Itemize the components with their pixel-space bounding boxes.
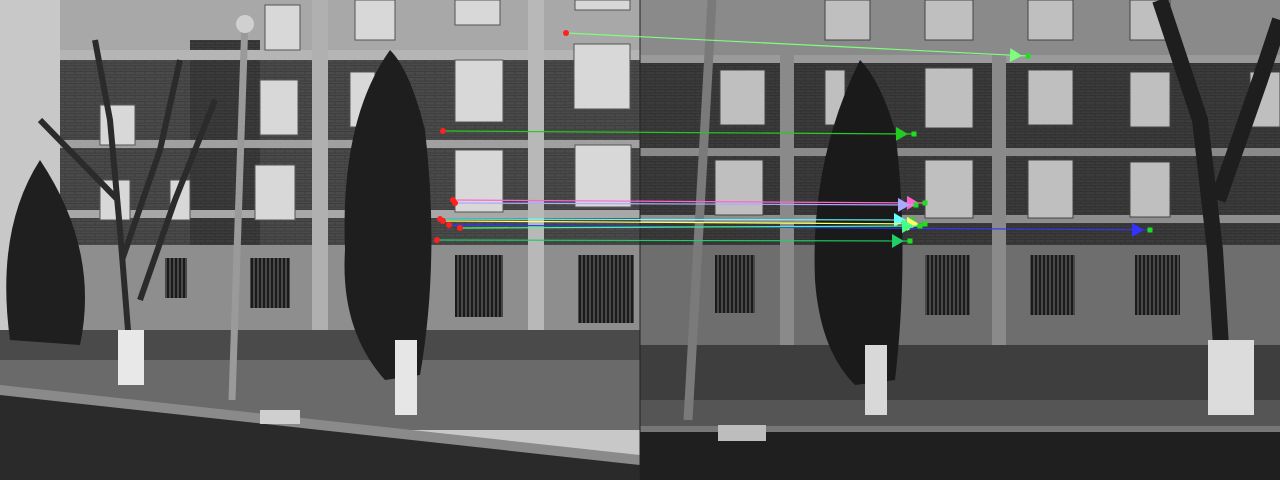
left-keypoint (446, 222, 452, 228)
left-photo (0, 0, 640, 480)
tree-left (37, 39, 218, 385)
left-keypoint (440, 128, 446, 134)
match-arrowhead (897, 197, 911, 212)
match-line (442, 220, 926, 225)
keypoint-matches (434, 30, 1153, 248)
lamp-post-right (683, 0, 717, 421)
right-photo (640, 0, 1280, 480)
left-keypoint (440, 218, 446, 224)
match-line (459, 225, 921, 229)
right-keypoint (907, 238, 913, 244)
match-line (448, 224, 1151, 231)
match-arrowhead (901, 219, 915, 234)
match-line (439, 218, 913, 221)
right-keypoint (1025, 53, 1031, 59)
right-keypoint (922, 221, 928, 227)
left-keypoint (452, 200, 458, 206)
match-line (452, 199, 926, 204)
match-arrowhead (895, 126, 909, 141)
match-line (565, 32, 1029, 57)
evergreen-right (814, 60, 903, 415)
lamp-post (228, 19, 249, 401)
left-keypoint (434, 237, 440, 243)
tree-right (1152, 0, 1280, 415)
match-arrowhead (906, 195, 920, 210)
match-line (436, 239, 911, 242)
left-keypoint (457, 225, 463, 231)
right-keypoint (1147, 227, 1153, 233)
right-keypoint (917, 223, 923, 229)
match-arrowhead (1131, 222, 1145, 237)
evergreen-left (6, 50, 432, 415)
right-keypoint (922, 200, 928, 206)
left-keypoint (563, 30, 569, 36)
match-line (442, 130, 915, 135)
match-line (454, 202, 917, 206)
right-keypoint (913, 202, 919, 208)
right-keypoint (911, 131, 917, 137)
match-arrowhead (891, 233, 904, 248)
match-arrowhead (1009, 48, 1023, 63)
